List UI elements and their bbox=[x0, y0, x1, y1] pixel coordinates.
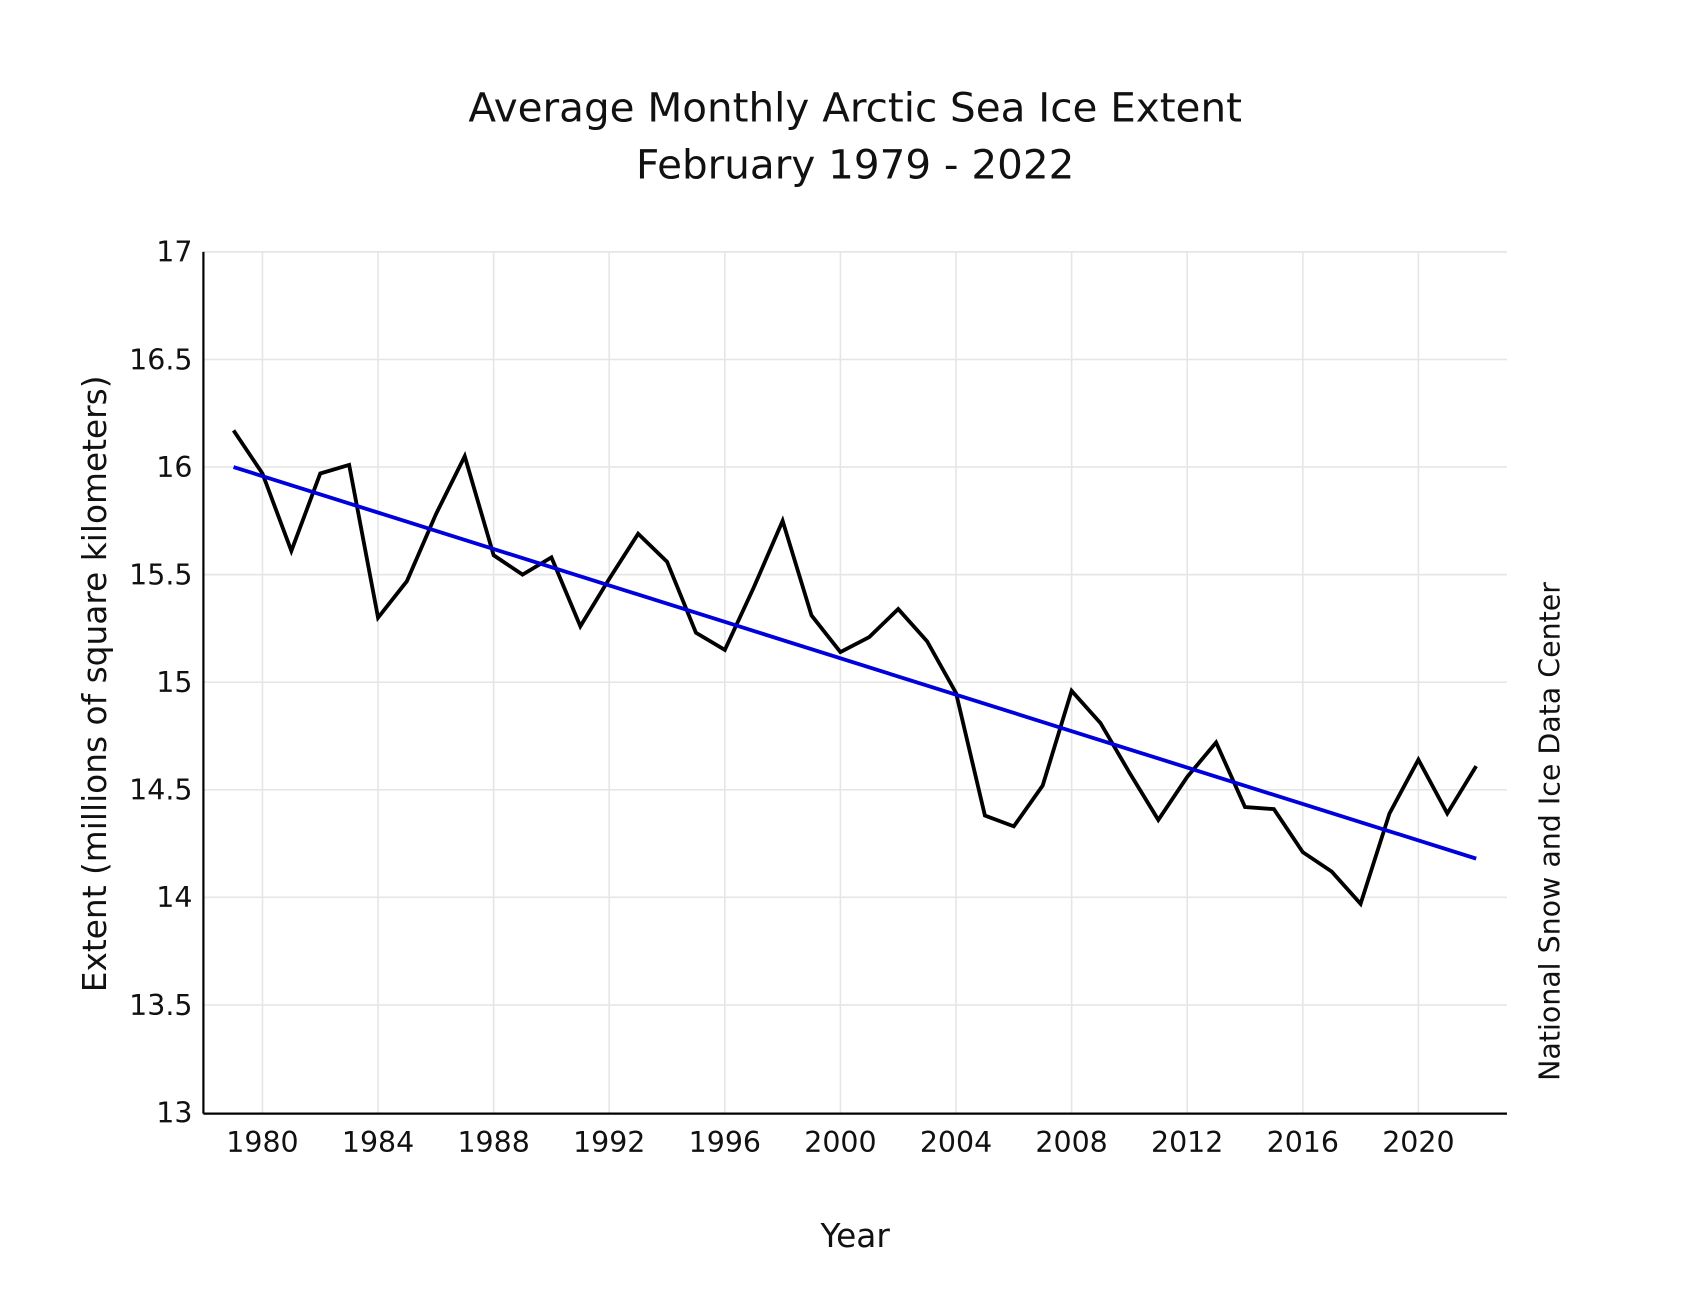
chart-subtitle: February 1979 - 2022 bbox=[636, 141, 1074, 189]
credit-label: National Snow and Ice Data Center bbox=[1533, 582, 1566, 1081]
x-tick-label: 1980 bbox=[226, 1126, 298, 1159]
x-tick-label: 1992 bbox=[573, 1126, 645, 1159]
x-tick-label: 2000 bbox=[804, 1126, 876, 1159]
y-axis-label: Extent (millions of square kilometers) bbox=[76, 375, 114, 992]
trend-line bbox=[232, 465, 1477, 861]
ticks: 13 13.5 14 14.5 15 15.5 16 16.5 17 1980 1984 1988 19… bbox=[129, 236, 1454, 1159]
y-tick-label: 15 bbox=[156, 666, 192, 699]
y-tick-label: 14.5 bbox=[129, 774, 192, 807]
x-tick-label: 2012 bbox=[1151, 1126, 1223, 1159]
x-tick-label: 2004 bbox=[920, 1126, 992, 1159]
y-tick-label: 13.5 bbox=[129, 989, 192, 1022]
y-tick-label: 13 bbox=[156, 1096, 192, 1129]
x-tick-label: 2016 bbox=[1267, 1126, 1339, 1159]
x-axis-label: Year bbox=[819, 1217, 890, 1255]
x-tick-label: 2008 bbox=[1035, 1126, 1107, 1159]
y-tick-label: 16.5 bbox=[129, 343, 192, 376]
y-tick-label: 17 bbox=[156, 236, 192, 269]
grid bbox=[203, 251, 1507, 1114]
chart-title: Average Monthly Arctic Sea Ice Extent bbox=[468, 84, 1242, 132]
marks bbox=[231, 429, 1478, 908]
x-tick-label: 1988 bbox=[457, 1126, 529, 1159]
y-tick-label: 14 bbox=[156, 881, 192, 914]
x-tick-label: 2020 bbox=[1382, 1126, 1454, 1159]
x-tick-label: 1984 bbox=[342, 1126, 414, 1159]
y-tick-label: 15.5 bbox=[129, 558, 192, 591]
y-tick-label: 16 bbox=[156, 451, 192, 484]
extent-series-line bbox=[231, 429, 1478, 908]
x-tick-label: 1996 bbox=[689, 1126, 761, 1159]
